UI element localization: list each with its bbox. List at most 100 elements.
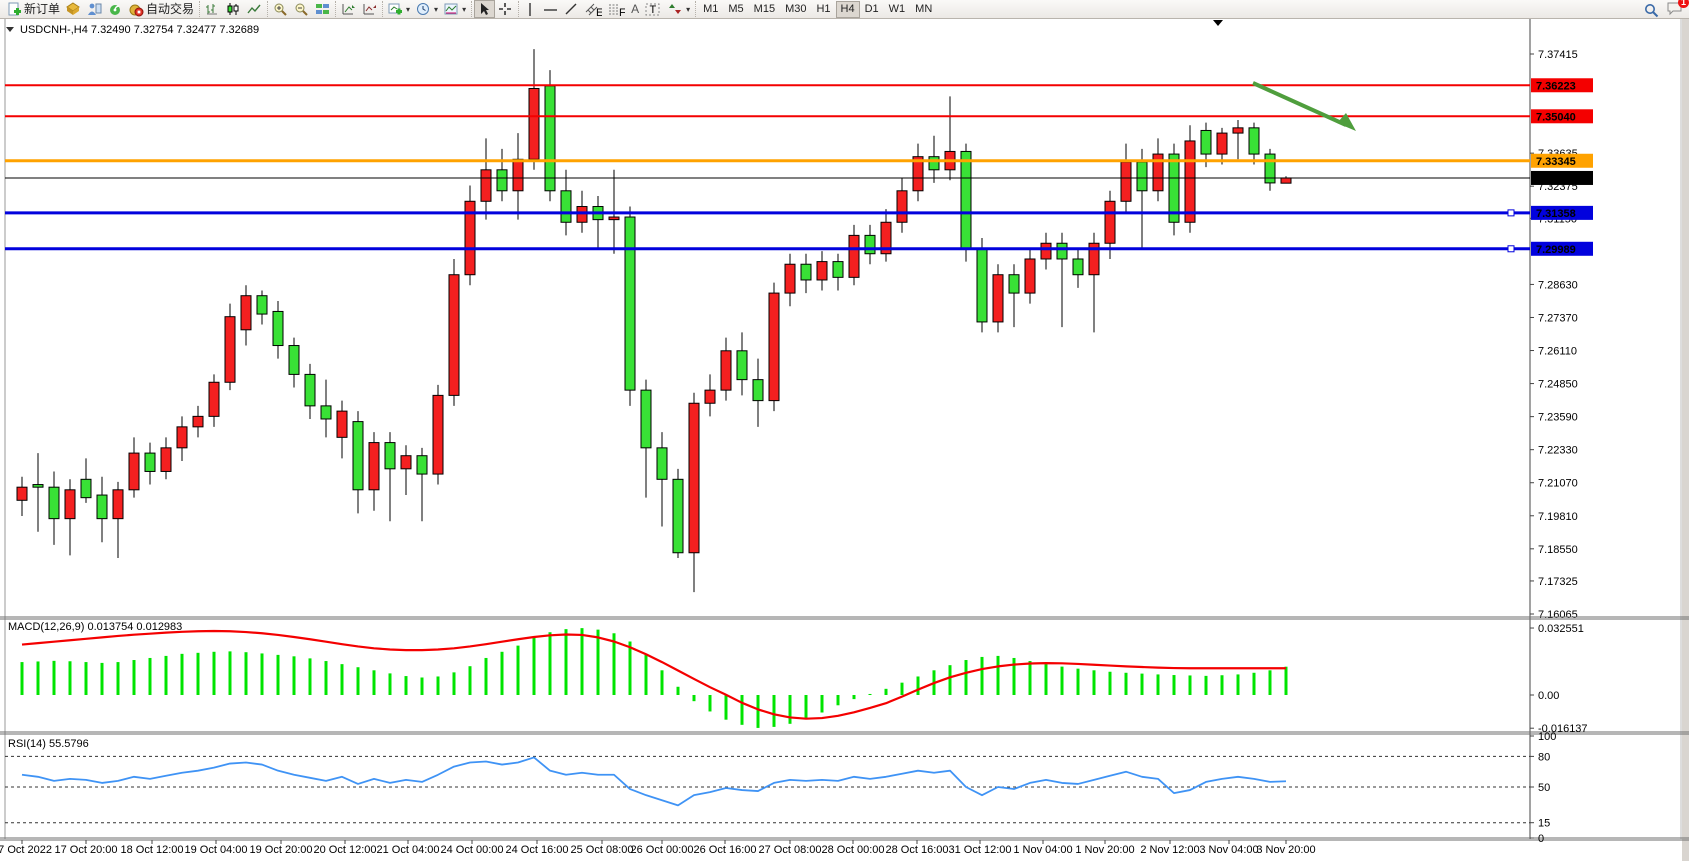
right-edge-strip xyxy=(1682,19,1689,861)
timeframe-m15[interactable]: M15 xyxy=(753,2,776,15)
text-tool-icon: A xyxy=(631,2,640,16)
price-tick-label: 7.17325 xyxy=(1538,576,1578,588)
price-line-handle[interactable] xyxy=(1507,245,1515,253)
new-chart-button[interactable]: ▾ xyxy=(385,0,413,18)
cursor-button[interactable] xyxy=(474,0,496,18)
candle-bull xyxy=(1232,127,1244,134)
time-label: 31 Oct 12:00 xyxy=(949,844,1012,856)
candle-bear xyxy=(800,263,812,281)
candle-bull xyxy=(1024,258,1036,294)
macd-axis-label: 0.032551 xyxy=(1538,623,1584,635)
template-caret: ▾ xyxy=(462,4,467,14)
candle-bear xyxy=(976,247,988,323)
line-chart-button[interactable] xyxy=(244,0,265,18)
candle-bull xyxy=(880,221,892,255)
candle-bull xyxy=(480,169,492,202)
fibonacci-icon: F xyxy=(609,4,625,17)
candle-bear xyxy=(288,345,300,375)
arrows-tool-icon xyxy=(669,3,682,14)
line-chart-icon xyxy=(247,4,261,13)
candlestick-chart-button[interactable] xyxy=(223,0,244,18)
template-button[interactable]: ▾ xyxy=(441,0,469,18)
new-order-button[interactable]: 新订单 xyxy=(4,0,63,18)
candle-bull xyxy=(720,350,732,391)
candle-bull xyxy=(896,190,908,223)
price-tag xyxy=(1531,153,1593,168)
indicator-window-icon xyxy=(342,3,356,14)
timeframe-h1[interactable]: H1 xyxy=(816,2,831,15)
crosshair-button[interactable] xyxy=(495,0,516,18)
chart-title: USDCNH-,H4 7.32490 7.32754 7.32477 7.326… xyxy=(20,24,259,36)
candle-bull xyxy=(16,486,28,501)
period-button[interactable]: ▾ xyxy=(413,0,441,18)
timeframe-m30[interactable]: M30 xyxy=(785,2,807,15)
search-icon[interactable] xyxy=(1644,3,1659,18)
timeframe-mn[interactable]: MN xyxy=(915,2,933,15)
timeframe-h4[interactable]: H4 xyxy=(835,0,860,18)
timeframe-w1[interactable]: W1 xyxy=(888,2,906,15)
chart-background xyxy=(0,19,1689,861)
template-icon xyxy=(444,3,458,14)
fibonacci-button[interactable]: F xyxy=(605,0,628,18)
tile-windows-button[interactable] xyxy=(312,0,333,18)
navigator-button[interactable] xyxy=(84,0,105,18)
candle-bull xyxy=(400,455,412,470)
text-tool-button[interactable]: A xyxy=(628,0,642,18)
zoom-out-button[interactable] xyxy=(291,0,312,18)
trendline-button[interactable] xyxy=(561,0,582,18)
indicator-window-button[interactable] xyxy=(338,0,359,18)
price-tick-label: 7.16065 xyxy=(1538,609,1578,621)
candle-bear xyxy=(80,478,92,499)
candle-bull xyxy=(224,316,236,383)
chart-area: 7.374157.336357.323757.311507.286307.273… xyxy=(0,19,1689,861)
candle-bull xyxy=(1280,177,1292,184)
horizontal-line-button[interactable] xyxy=(540,0,561,18)
timeframe-m5[interactable]: M5 xyxy=(728,2,744,15)
zoom-in-button[interactable] xyxy=(270,0,291,18)
notifications-button[interactable]: 1 xyxy=(1667,0,1689,19)
trend-arrow-head xyxy=(1337,113,1356,131)
symbol-collapse-icon[interactable] xyxy=(6,27,14,32)
candle-bear xyxy=(48,486,60,520)
bar-chart-button[interactable] xyxy=(202,0,223,18)
timeframe-d1[interactable]: D1 xyxy=(864,2,879,15)
autotrading-button[interactable]: 自动交易 xyxy=(126,0,197,18)
toolbar: 新订单 自动交易 xyxy=(0,0,1689,19)
time-label: 24 Oct 00:00 xyxy=(441,844,504,856)
chart-shift-marker[interactable] xyxy=(1213,20,1223,26)
time-label: 27 Oct 08:00 xyxy=(759,844,822,856)
tile-windows-icon xyxy=(316,3,330,14)
candle-bull xyxy=(1152,153,1164,192)
timeframe-m1[interactable]: M1 xyxy=(703,2,719,15)
text-label-button[interactable]: T xyxy=(642,0,665,18)
arrows-tool-caret: ▾ xyxy=(686,4,691,14)
arrows-tool-button[interactable]: ▾ xyxy=(665,0,693,18)
rsi-label: RSI(14) 55.5796 xyxy=(8,738,89,750)
signals-button[interactable] xyxy=(105,0,126,18)
vertical-line-button[interactable] xyxy=(521,0,540,18)
price-tick-label: 7.26110 xyxy=(1538,346,1577,358)
candle-bull xyxy=(576,206,588,223)
price-tag-label: 7.32689 xyxy=(1536,173,1576,185)
price-line-handle[interactable] xyxy=(1507,209,1515,217)
candle-bull xyxy=(688,402,700,554)
candle-bull xyxy=(64,489,76,520)
candle-bull xyxy=(1088,242,1100,276)
market-watch-button[interactable] xyxy=(63,0,84,18)
price-tick-label: 7.27370 xyxy=(1538,312,1578,324)
toolbar-group-cursor xyxy=(471,0,518,18)
trend-arrow[interactable] xyxy=(1252,81,1347,127)
candle-bear xyxy=(560,190,572,223)
candle-bear xyxy=(352,421,364,491)
candle-bear xyxy=(656,447,668,480)
time-label: 19 Oct 20:00 xyxy=(250,844,313,856)
candle-bull xyxy=(1040,242,1052,260)
depth-window-button[interactable] xyxy=(359,0,380,18)
candle-bull xyxy=(464,200,476,276)
candle-bull xyxy=(608,216,620,221)
new-order-icon xyxy=(8,2,21,15)
chart-canvas[interactable]: 7.374157.336357.323757.311507.286307.273… xyxy=(0,19,1689,861)
zoom-out-icon xyxy=(295,3,308,16)
clock-icon xyxy=(417,2,430,15)
equidistant-channel-button[interactable]: E xyxy=(582,0,605,18)
